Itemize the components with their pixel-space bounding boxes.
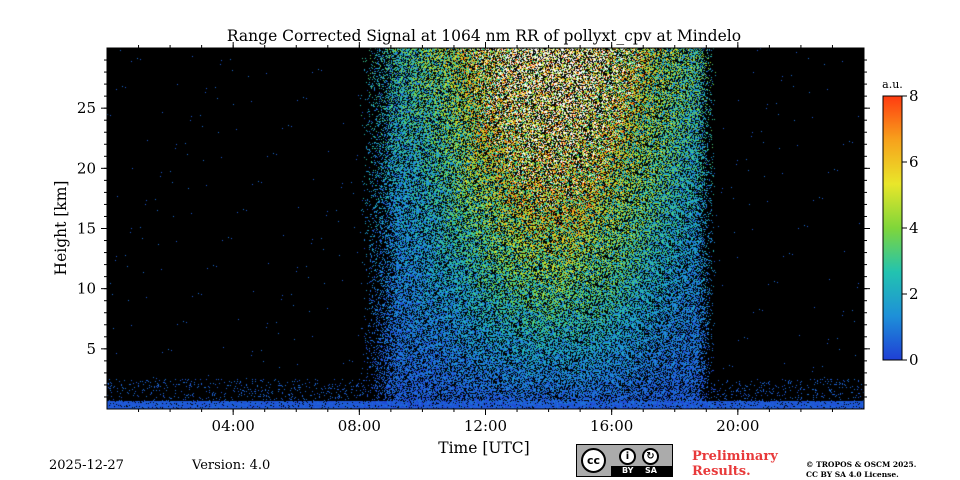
- plot-area: [107, 48, 864, 409]
- colorbar-label: a.u.: [882, 78, 903, 91]
- preliminary-line-2: Results.: [692, 464, 751, 479]
- x-tick-label: 16:00: [590, 417, 633, 435]
- y-tick-label: 20: [77, 159, 96, 177]
- heatmap-image: [107, 48, 864, 409]
- y-tick-label: 10: [77, 280, 96, 298]
- cc-icon: cc: [581, 448, 606, 473]
- y-tick-label: 15: [77, 220, 96, 238]
- copyright-notice: © TROPOS & OSCM 2025. CC BY SA 4.0 Licen…: [806, 460, 916, 480]
- date-label: 2025-12-27: [49, 458, 124, 473]
- colorbar-strip: [882, 95, 903, 361]
- chart-title: Range Corrected Signal at 1064 nm RR of …: [227, 27, 741, 45]
- colorbar: a.u. 0 2 4 6 8: [882, 78, 918, 369]
- colorbar-tick-label: 6: [909, 153, 919, 171]
- y-tick-label: 5: [86, 340, 96, 358]
- y-tick-label: 25: [77, 99, 96, 117]
- colorbar-tick-label: 2: [909, 285, 919, 303]
- y-axis-label: Height [km]: [52, 181, 70, 276]
- x-tick-label: 04:00: [212, 417, 255, 435]
- cc-license-badge: cc i ↻ BY SA: [576, 444, 673, 477]
- by-label: BY: [622, 466, 634, 475]
- copyright-line-1: © TROPOS & OSCM 2025.: [806, 460, 917, 469]
- x-tick-label: 08:00: [338, 417, 381, 435]
- colorbar-tick-label: 4: [909, 219, 919, 237]
- preliminary-notice: Preliminary Results.: [692, 449, 778, 479]
- version-label: Version: 4.0: [192, 458, 271, 473]
- attribution-icon: i: [619, 448, 636, 465]
- badge-bar: [611, 466, 672, 476]
- colorbar-tick-label: 8: [909, 87, 919, 105]
- colorbar-tick-label: 0: [909, 351, 919, 369]
- sa-label: SA: [645, 466, 657, 475]
- x-axis-label: Time [UTC]: [438, 439, 529, 457]
- copyright-line-2: CC BY SA 4.0 License.: [806, 470, 899, 479]
- x-tick-label: 12:00: [464, 417, 507, 435]
- share-alike-icon: ↻: [642, 448, 659, 465]
- preliminary-line-1: Preliminary: [692, 449, 778, 464]
- x-tick-label: 20:00: [716, 417, 759, 435]
- axes: 04:00 08:00 12:00 16:00 20:00 5 10 15 20 25: [77, 42, 870, 435]
